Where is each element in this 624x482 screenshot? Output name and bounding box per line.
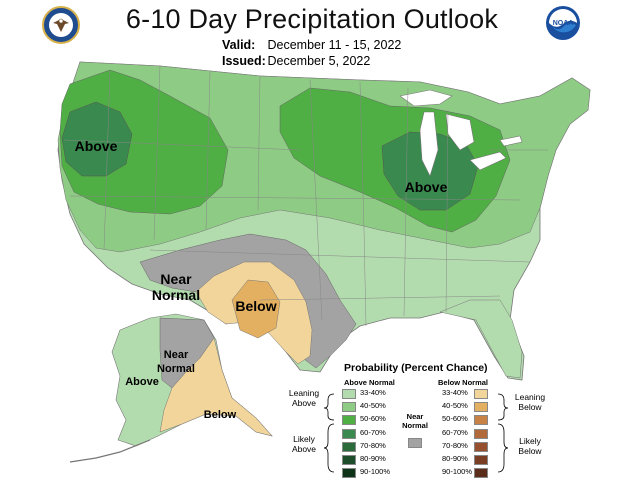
label-alaska-above: Above [125, 376, 159, 388]
above-swatch-6 [342, 455, 356, 465]
legend-above-header: Above Normal [344, 378, 395, 387]
label-alaska-near-2: Normal [157, 363, 195, 375]
above-swatch-4 [342, 428, 356, 439]
below-bin-label-5: 70-80% [442, 440, 468, 450]
below-bin-label-4: 60-70% [442, 427, 468, 437]
aleutian-islands [69, 439, 151, 463]
valid-value: December 11 - 15, 2022 [267, 38, 402, 52]
valid-line: Valid: December 11 - 15, 2022 [222, 38, 401, 52]
issued-label: Issued: [222, 54, 266, 68]
issued-line: Issued: December 5, 2022 [222, 54, 370, 68]
label-above-midwest: Above [405, 179, 448, 195]
above-60-70-west [61, 101, 133, 177]
legend-below-header: Below Normal [438, 378, 489, 387]
legend-likely-above: Likely Above [284, 434, 324, 454]
above-swatch-7 [342, 468, 356, 479]
lake-superior [399, 89, 453, 107]
above-bin-label-3: 50-60% [360, 414, 386, 424]
above-bin-label-7: 90-100% [360, 467, 391, 477]
above-bin-label-6: 80-90% [360, 454, 386, 463]
valid-label: Valid: [222, 38, 256, 52]
below-swatch-3 [474, 415, 488, 426]
leaning-below-line2: Below [518, 402, 542, 412]
legend-near-normal-label: Near Normal [400, 412, 430, 430]
lake-ontario [499, 135, 523, 147]
above-bin-label-1: 33-40% [360, 388, 386, 397]
label-near-southwest-1: Near [160, 271, 192, 287]
state-borders [63, 65, 548, 327]
page-title: 6-10 Day Precipitation Outlook [125, 4, 499, 34]
below-swatch-1 [474, 389, 488, 399]
above-bin-label-4: 60-70% [360, 427, 386, 437]
above-bin-label-5: 70-80% [360, 440, 386, 450]
above-bin-label-2: 40-50% [360, 401, 386, 411]
lake-erie [469, 151, 507, 171]
noaa-logo: NOAA [546, 6, 580, 40]
likely-above-line1: Likely [293, 434, 315, 444]
label-below-texas: Below [235, 298, 276, 314]
legend-near-normal-swatch [408, 438, 422, 448]
likely-above-line2: Above [291, 444, 317, 454]
label-alaska-below: Below [204, 409, 237, 421]
legend-title: Probability (Percent Chance) [344, 362, 488, 374]
below-40-50-region [231, 279, 281, 339]
label-alaska-near-1: Near [164, 349, 189, 361]
legend-leaning-above: Leaning Above [284, 388, 324, 408]
legend-leaning-below: Leaning Below [510, 392, 550, 412]
southeast-33-40-region [439, 299, 523, 379]
label-near-southwest-2: Normal [152, 287, 200, 303]
below-bin-label-2: 40-50% [442, 401, 468, 411]
above-swatch-1 [342, 389, 356, 399]
above-swatch-5 [342, 441, 356, 452]
leaning-below-line1: Leaning [514, 392, 546, 402]
below-bin-label-3: 50-60% [442, 414, 468, 424]
below-swatch-4 [474, 428, 488, 439]
issued-value: December 5, 2022 [267, 54, 371, 68]
likely-below-line1: Likely [519, 436, 541, 446]
above-swatch-3 [342, 415, 356, 426]
below-bin-label-6: 80-90% [442, 454, 468, 463]
noaa-text: NOAA [553, 20, 574, 27]
legend-likely-below: Likely Below [510, 436, 550, 456]
near-label-line2: Normal [402, 421, 428, 430]
above-swatch-2 [342, 402, 356, 413]
likely-below-line2: Below [518, 446, 542, 456]
leaning-above-line2: Above [291, 398, 317, 408]
eagle-icon [49, 13, 73, 37]
below-swatch-5 [474, 441, 488, 452]
alaska-below [159, 337, 273, 437]
below-swatch-7 [474, 468, 488, 479]
below-swatch-2 [474, 402, 488, 413]
near-label-line1: Near [406, 412, 424, 421]
leaning-above-line1: Leaning [288, 388, 320, 398]
below-swatch-6 [474, 455, 488, 465]
label-above-west: Above [75, 138, 118, 154]
below-bin-label-7: 90-100% [442, 467, 473, 477]
commerce-seal-logo [42, 6, 80, 44]
lake-michigan [419, 111, 439, 177]
below-bin-label-1: 33-40% [442, 388, 468, 397]
